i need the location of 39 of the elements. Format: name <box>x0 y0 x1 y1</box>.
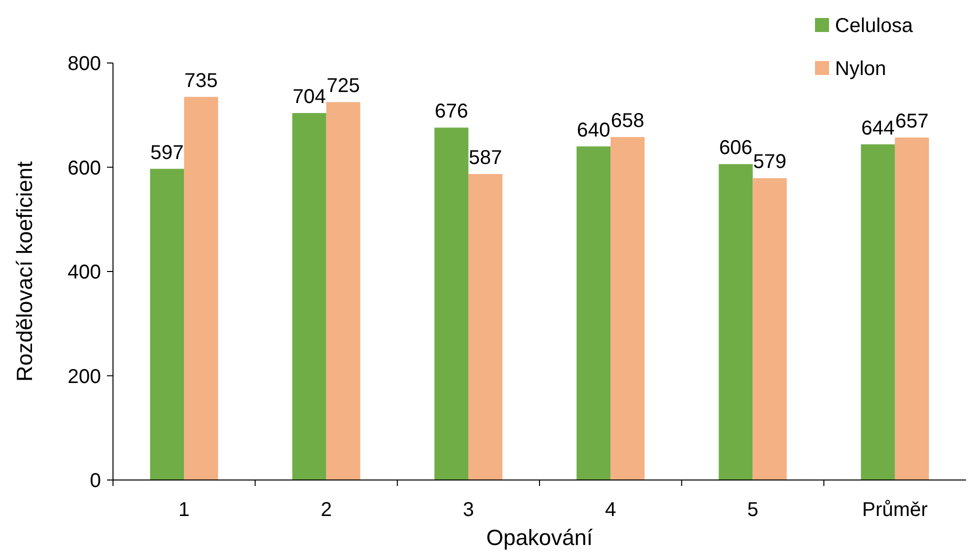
x-tick-label: 4 <box>605 499 616 521</box>
bar <box>150 168 184 480</box>
bar <box>468 174 502 480</box>
data-label: 644 <box>861 117 895 140</box>
bar <box>576 146 611 480</box>
x-axis-title: Opakování <box>486 525 593 550</box>
bar <box>752 178 787 480</box>
bar <box>292 113 326 480</box>
data-label: 658 <box>610 110 644 132</box>
y-tick-label: 800 <box>68 53 101 75</box>
bar <box>326 102 360 480</box>
bar <box>184 96 218 480</box>
y-tick-label: 200 <box>68 366 101 388</box>
data-label: 587 <box>468 147 502 170</box>
data-label: 704 <box>292 86 326 108</box>
x-tick-label: 1 <box>178 499 190 521</box>
bar <box>718 164 753 480</box>
data-label: 579 <box>753 151 786 174</box>
data-label: 676 <box>434 100 468 123</box>
y-axis-title: Rozdělovací koeficient <box>12 161 37 382</box>
x-tick-label: Průměr <box>862 499 928 521</box>
data-label: 735 <box>184 70 218 92</box>
data-label: 606 <box>719 137 752 160</box>
data-label: 597 <box>150 142 184 164</box>
x-tick-label: 3 <box>462 499 474 521</box>
x-tick-label: 2 <box>320 499 332 521</box>
bar <box>860 144 895 480</box>
bar <box>434 128 468 480</box>
y-tick-label: 400 <box>68 262 101 284</box>
bar <box>610 137 645 480</box>
y-tick-label: 0 <box>90 470 101 492</box>
x-tick-label: 5 <box>747 499 758 521</box>
data-label: 657 <box>895 110 929 133</box>
legend-label: Nylon <box>835 58 886 80</box>
data-label: 725 <box>326 75 360 98</box>
data-label: 640 <box>576 119 610 142</box>
bar <box>894 138 929 480</box>
legend-label: Celulosa <box>835 15 914 37</box>
y-tick-label: 600 <box>68 157 101 180</box>
